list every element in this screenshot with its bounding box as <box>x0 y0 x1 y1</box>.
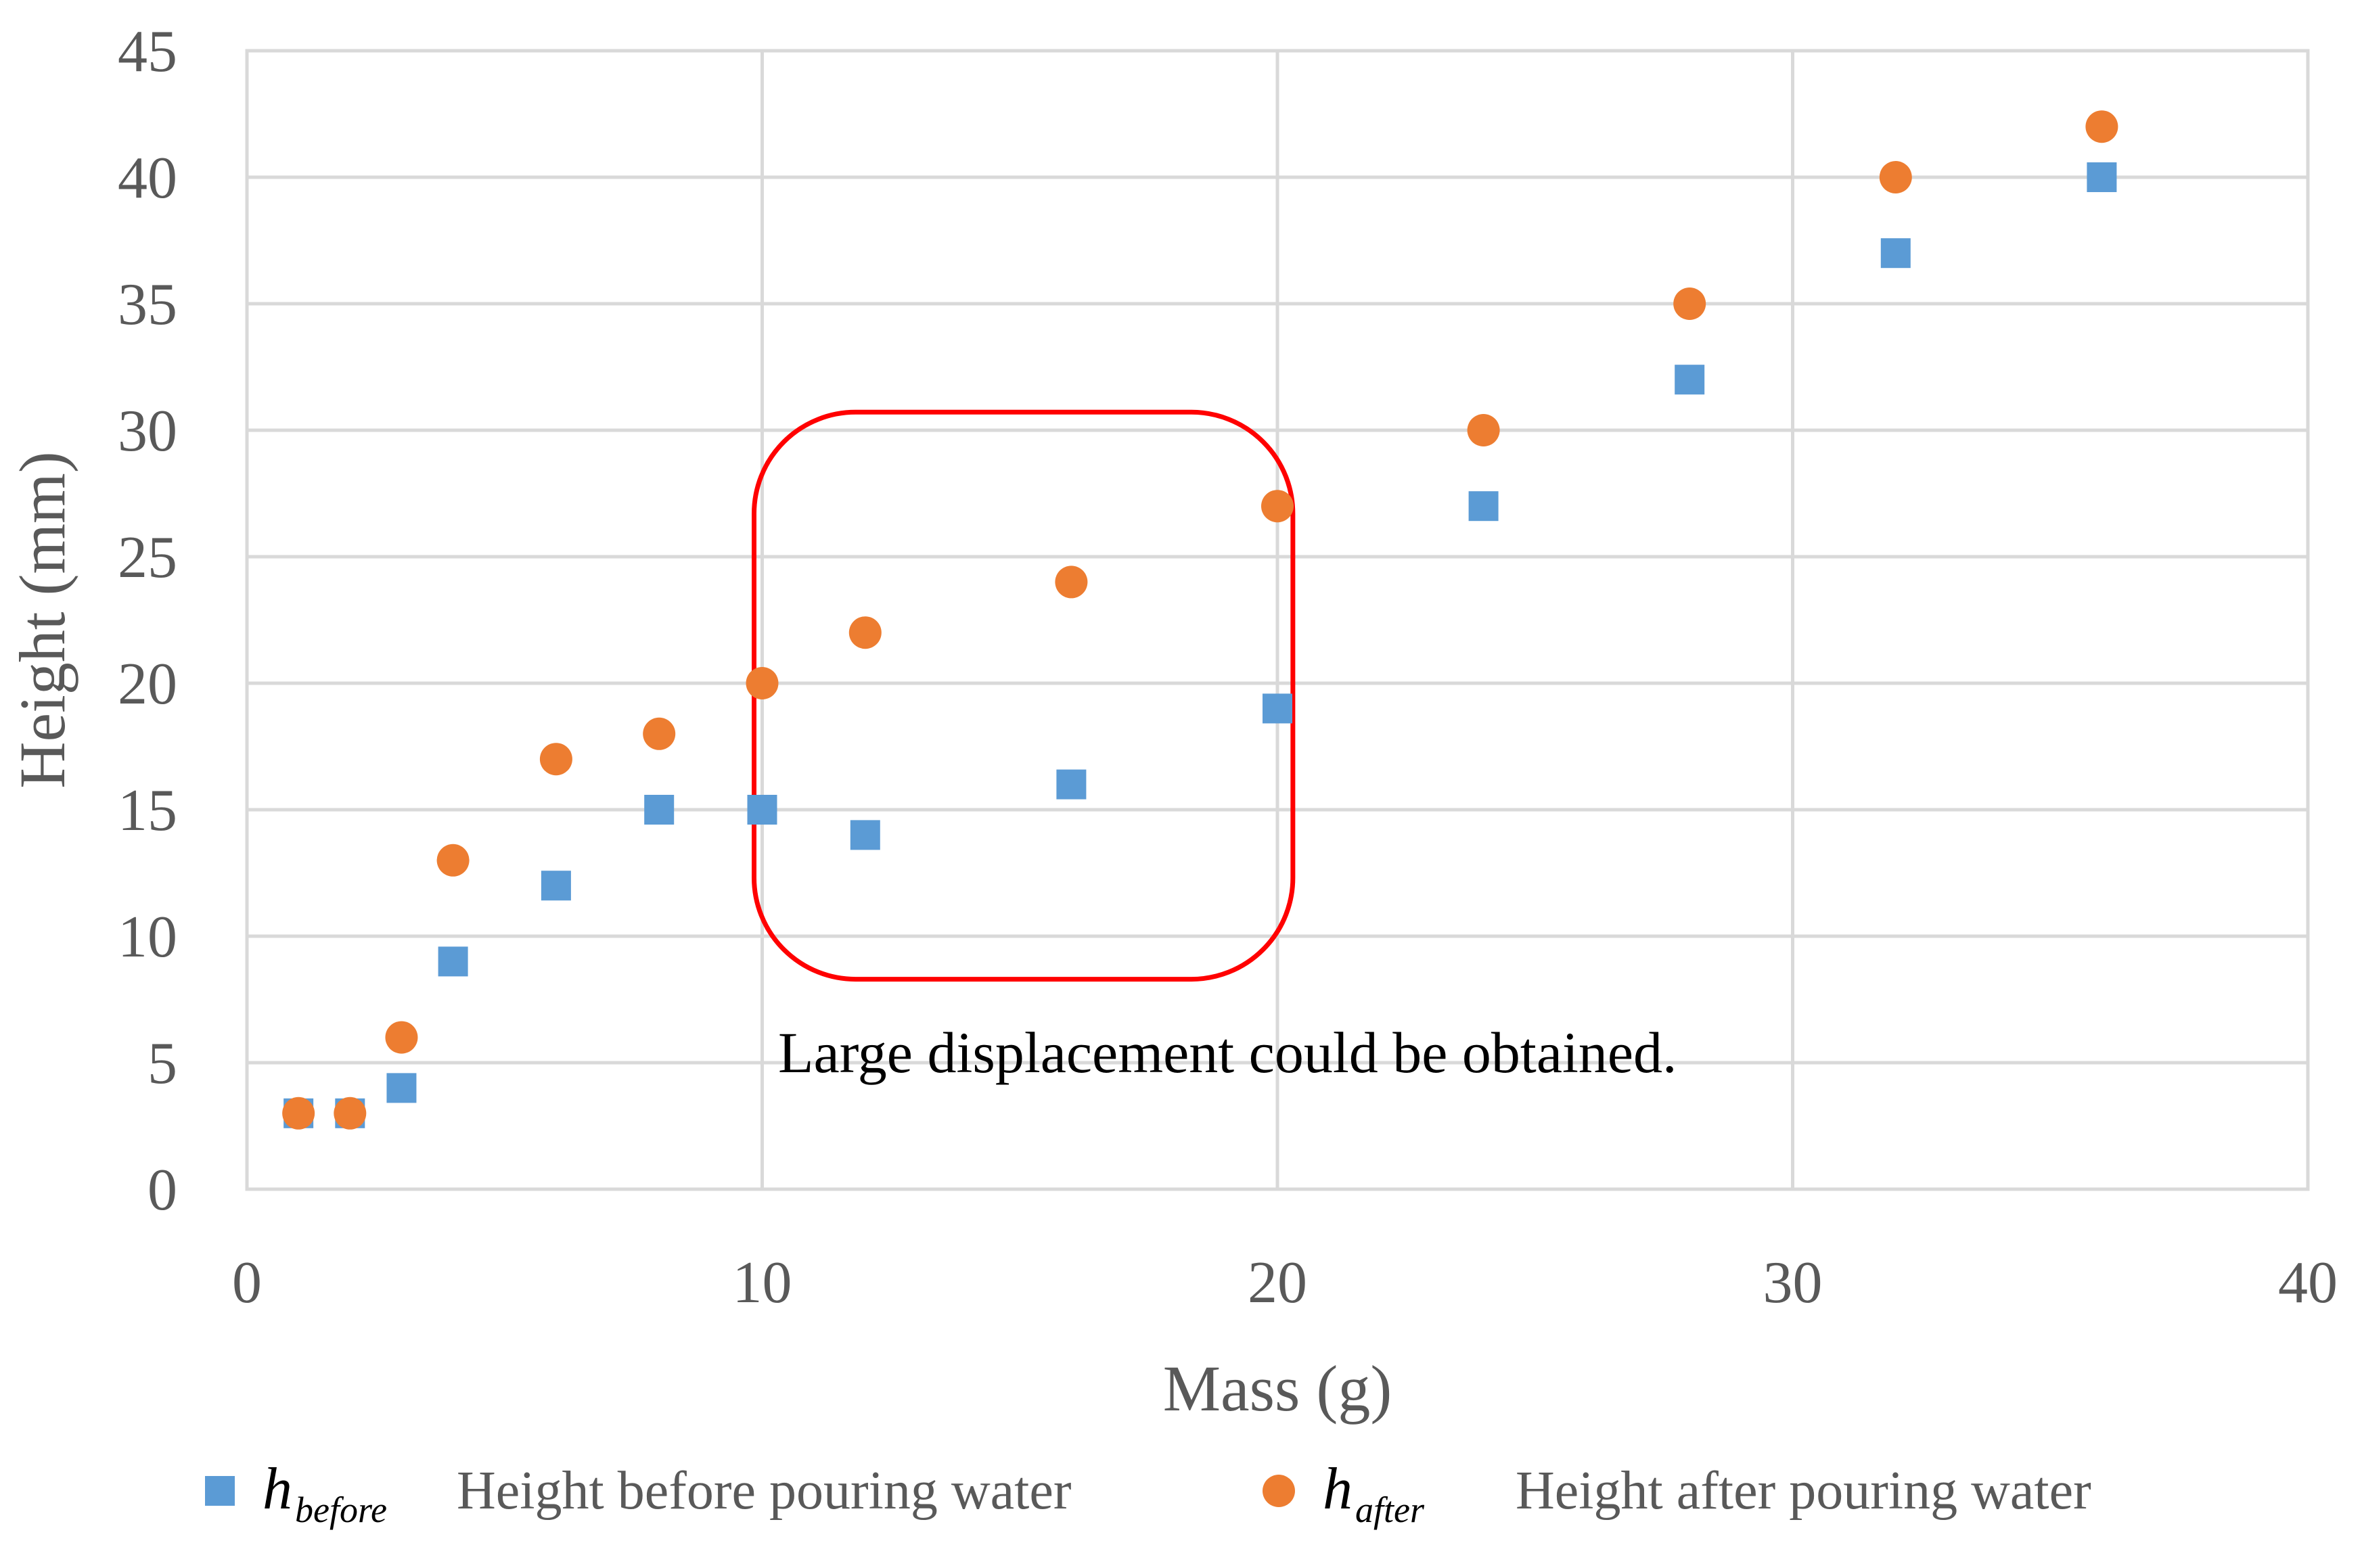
legend-item-h_before: h before Height before pouring water <box>205 1456 1072 1530</box>
x-tick-label: 20 <box>1248 1250 1307 1316</box>
y-tick-label: 30 <box>118 398 177 464</box>
data-point-circle <box>539 743 572 776</box>
y-tick-label: 35 <box>118 272 177 338</box>
y-axis-title: Height (mm) <box>6 451 78 789</box>
series-h_after <box>282 110 2118 1130</box>
legend-subscript: after <box>1355 1490 1425 1530</box>
legend-item-h_after: h after Height after pouring water <box>1263 1456 2091 1530</box>
legend-marker-square <box>205 1476 235 1506</box>
y-tick-label: 25 <box>118 525 177 591</box>
data-point-circle <box>848 616 882 649</box>
x-tick-label: 30 <box>1763 1250 1823 1316</box>
y-tick-label: 5 <box>147 1031 177 1097</box>
data-point-circle <box>1261 490 1294 523</box>
annotation-text: Large displacement could be obtained. <box>778 1020 1677 1085</box>
legend: h before Height before pouring water h after… <box>205 1456 2091 1530</box>
data-point-circle <box>1879 161 1912 193</box>
legend-description: Height before pouring water <box>457 1461 1072 1521</box>
data-point-square <box>850 820 880 850</box>
x-tick-label: 40 <box>2278 1250 2338 1316</box>
data-point-square <box>1468 491 1499 522</box>
data-point-square <box>1675 365 1705 395</box>
data-point-circle <box>1467 414 1500 446</box>
data-point-circle <box>1055 566 1088 599</box>
data-point-square <box>386 1073 417 1103</box>
data-point-square <box>1263 693 1292 724</box>
y-tick-labels: 0 5 10 15 20 25 30 35 40 45 <box>118 19 177 1223</box>
x-tick-label: 10 <box>733 1250 792 1316</box>
data-series <box>282 110 2118 1130</box>
data-point-square <box>1880 238 1911 269</box>
x-axis-title: Mass (g) <box>1163 1352 1392 1425</box>
plot-area-border <box>245 49 2310 1191</box>
y-tick-label: 40 <box>118 145 177 211</box>
y-tick-label: 20 <box>118 651 177 717</box>
y-tick-label: 10 <box>118 904 177 970</box>
data-point-circle <box>436 844 470 877</box>
legend-marker-circle <box>1263 1475 1295 1507</box>
data-point-square <box>747 795 777 825</box>
legend-subscript: before <box>295 1490 387 1530</box>
data-point-square <box>541 871 571 901</box>
legend-symbol: h <box>1323 1456 1353 1522</box>
data-point-square <box>1056 769 1087 800</box>
data-point-square <box>644 795 675 825</box>
x-tick-label: 0 <box>232 1250 262 1316</box>
data-point-square <box>438 946 468 977</box>
data-point-circle <box>282 1097 315 1130</box>
y-tick-label: 45 <box>118 19 177 85</box>
data-point-circle <box>643 717 676 750</box>
data-point-circle <box>1673 287 1706 320</box>
data-point-circle <box>334 1097 367 1130</box>
data-point-circle <box>2085 110 2118 143</box>
legend-symbol: h <box>263 1456 292 1522</box>
data-point-circle <box>746 667 779 699</box>
data-point-circle <box>385 1021 418 1054</box>
data-point-square <box>2087 162 2117 192</box>
x-tick-labels: 0 10 20 30 40 <box>232 1250 2338 1316</box>
y-tick-label: 15 <box>118 778 177 844</box>
legend-description: Height after pouring water <box>1516 1461 2091 1521</box>
y-tick-label: 0 <box>147 1157 177 1223</box>
